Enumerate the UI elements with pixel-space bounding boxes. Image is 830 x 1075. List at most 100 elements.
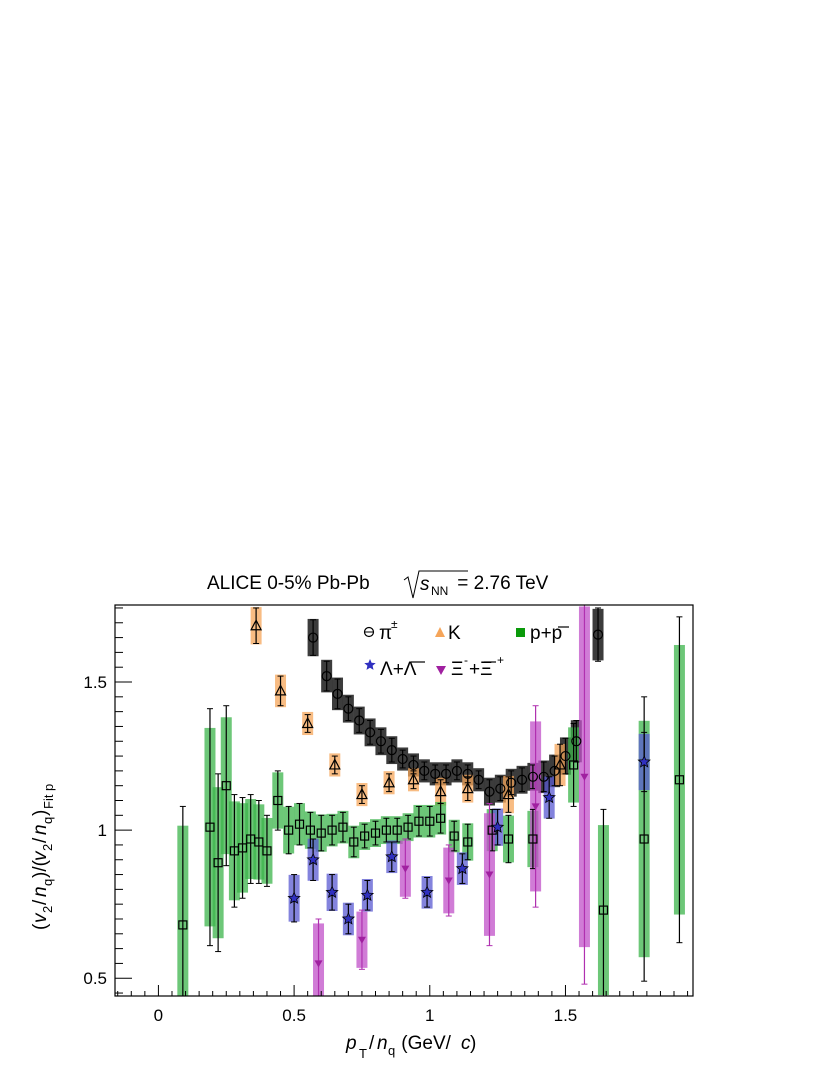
marker-circle xyxy=(332,688,343,699)
chart-title: ALICE 0-5% Pb-Pb xyxy=(207,573,370,594)
marker-square xyxy=(221,781,231,791)
marker-square xyxy=(178,920,188,930)
marker-square xyxy=(639,834,649,844)
marker-circle xyxy=(430,768,441,779)
legend-label-proton: p+p xyxy=(530,623,562,644)
marker-circle xyxy=(375,736,387,747)
marker-square xyxy=(674,775,685,785)
legend-entry-kaon: K xyxy=(435,623,461,644)
marker-triangle xyxy=(502,787,515,800)
marker-square xyxy=(213,858,223,868)
marker-square xyxy=(436,813,446,823)
marker-triangle-down xyxy=(485,871,494,879)
marker-circle xyxy=(571,736,582,747)
legend-marker-triangle-down-icon xyxy=(436,666,446,675)
marker-triangle xyxy=(301,716,314,729)
legend-marker-triangle-icon xyxy=(435,627,445,637)
legend-entry-pion: π ± xyxy=(363,617,398,644)
marker-circle xyxy=(408,759,419,771)
marker-square xyxy=(598,905,609,915)
xlabel-units: (GeV/ xyxy=(396,1033,452,1054)
ylabel-n-sub: q xyxy=(40,879,55,886)
legend-label-xi: Ξ xyxy=(451,659,463,680)
marker-square xyxy=(463,837,473,847)
marker-circle xyxy=(419,765,430,776)
ylabel-n2: n xyxy=(30,824,51,835)
marker-triangle-down xyxy=(580,773,589,781)
y-tick-label: 1 xyxy=(98,821,107,840)
marker-square xyxy=(370,828,381,838)
legend-label-kaon: K xyxy=(448,623,461,644)
marker-triangle-down xyxy=(357,936,366,944)
marker-circle xyxy=(451,765,463,776)
x-tick-label: 0 xyxy=(154,1006,163,1025)
marker-circle xyxy=(386,745,397,756)
marker-triangle-down xyxy=(531,803,540,811)
title-suffix: = 2.76 TeV xyxy=(452,573,549,594)
marker-square xyxy=(569,760,579,770)
x-axis-label: p T / n q (GeV/ c ) xyxy=(345,1033,476,1061)
legend-entry-lambda: Λ+Λ xyxy=(364,659,425,680)
marker-square xyxy=(392,825,402,835)
marker-square xyxy=(503,834,514,844)
marker-star xyxy=(420,885,434,899)
marker-star xyxy=(341,911,356,925)
marker-circle xyxy=(307,632,319,643)
xlabel-p-sub: T xyxy=(359,1046,367,1061)
marker-circle xyxy=(538,771,549,782)
marker-triangle xyxy=(554,758,567,770)
marker-circle xyxy=(473,774,484,785)
legend-marker-star-icon xyxy=(364,659,376,670)
marker-star xyxy=(490,820,505,833)
legend-entry-xi: Ξ - +Ξ + xyxy=(436,653,504,680)
ylabel-v2: v xyxy=(30,850,51,861)
legend-label-pion: π xyxy=(379,623,392,644)
tick-labels: 0 0.5 1 1.5 0.5 1 1.5 xyxy=(83,673,577,1025)
marker-triangle xyxy=(407,772,420,785)
marker-star xyxy=(325,885,339,899)
marker-circle xyxy=(495,783,506,794)
marker-square xyxy=(403,822,413,832)
marker-circle xyxy=(397,753,408,765)
marker-star xyxy=(385,849,399,863)
marker-circle xyxy=(321,670,332,682)
marker-square xyxy=(360,831,370,841)
ylabel-v: v xyxy=(30,912,51,923)
marker-triangle xyxy=(434,784,447,797)
sqrt-sign-icon xyxy=(403,570,468,599)
marker-star xyxy=(287,891,301,904)
xlabel-p: p xyxy=(345,1033,357,1054)
ylabel-slash: / xyxy=(30,899,51,905)
marker-square xyxy=(349,837,359,847)
ylabel-sub: Fit p xyxy=(41,784,56,809)
legend-sup-xi-minus: - xyxy=(464,653,468,667)
marker-triangle xyxy=(328,758,341,770)
legend: π ± K p+p Λ+Λ Ξ - +Ξ + xyxy=(363,617,569,680)
marker-square xyxy=(414,816,424,826)
marker-circle xyxy=(343,703,354,714)
marker-circle xyxy=(462,768,473,779)
marker-square xyxy=(327,825,337,835)
marker-triangle xyxy=(250,618,263,631)
legend-marker-square-icon xyxy=(516,628,525,637)
marker-triangle-down xyxy=(314,960,323,968)
ylabel-n: n xyxy=(30,886,51,897)
marker-square xyxy=(338,822,348,832)
y-tick-label: 0.5 xyxy=(83,969,107,988)
marker-square xyxy=(528,834,538,844)
marker-circle xyxy=(592,629,604,640)
ylabel-mid: )/( xyxy=(30,859,51,878)
marker-circle xyxy=(506,777,517,788)
systematic-bands xyxy=(177,606,685,996)
marker-square xyxy=(284,825,294,835)
ylabel-n2-sub: q xyxy=(40,817,55,824)
legend-label-lambda: Λ+Λ xyxy=(380,659,417,680)
marker-triangle xyxy=(461,781,474,794)
x-tick-label: 0.5 xyxy=(282,1006,306,1025)
marker-square xyxy=(237,843,248,853)
marker-star xyxy=(637,754,651,768)
xlabel-n: n xyxy=(377,1033,388,1054)
marker-triangle-down xyxy=(444,877,453,885)
marker-triangle-down xyxy=(401,865,410,873)
ylabel-v-sub: 2 xyxy=(40,906,55,913)
